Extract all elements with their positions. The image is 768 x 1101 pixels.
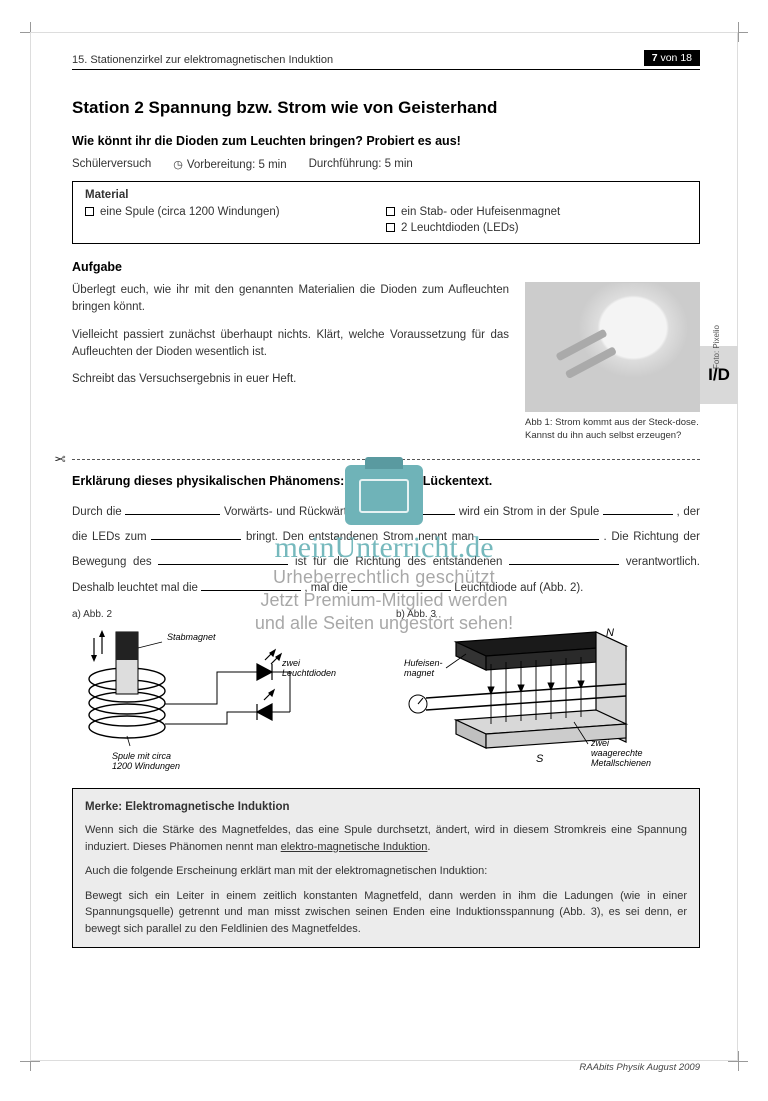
task-text: Überlegt euch, wie ihr mit den genannten… xyxy=(72,282,509,398)
figure-1: Foto: Pixelio Abb 1: Strom kommt aus der… xyxy=(525,282,700,443)
fig-a-caption: a) Abb. 2 xyxy=(72,609,376,620)
gap-w: Vorwärts- und Rückwärts- xyxy=(224,506,357,518)
label-stabmagnet: Stabmagnet xyxy=(167,632,216,642)
photo-caption: Abb 1: Strom kommt aus der Steck-dose. K… xyxy=(525,417,700,443)
exec-time: Durchführung: 5 min xyxy=(309,158,413,171)
blank xyxy=(479,528,599,540)
merke-p3: Bewegt sich ein Leiter in einem zeitlich… xyxy=(85,888,687,938)
gap-w: Spule xyxy=(570,506,599,518)
material-item: eine Spule (circa 1200 Windungen) xyxy=(100,206,280,218)
merke-underline: elektro-magnetische Induktion xyxy=(281,841,428,853)
page-content: 15. Stationenzirkel zur elektromagnetisc… xyxy=(72,50,700,1041)
blank xyxy=(509,553,619,565)
figure-2: a) Abb. 2 xyxy=(72,609,376,774)
gap-text: Durch die Vorwärts- und Rückwärts- wird … xyxy=(72,500,700,601)
task-p1: Überlegt euch, wie ihr mit den genannten… xyxy=(72,282,509,317)
material-heading: Material xyxy=(85,189,687,201)
gap-w: mal die xyxy=(161,582,198,594)
merke-p1: Wenn sich die Stärke des Magnetfeldes, d… xyxy=(85,822,687,855)
checkbox-icon xyxy=(386,207,395,216)
task-block: Überlegt euch, wie ihr mit den genannten… xyxy=(72,282,700,443)
task-p3: Schreibt das Versuchsergebnis in euer He… xyxy=(72,371,509,388)
timing-row: Schülerversuch Vorbereitung: 5 min Durch… xyxy=(72,158,700,171)
gap-w: Leuchtdiode auf (Abb. 2). xyxy=(454,582,583,594)
merke-box: Merke: Elektromagnetische Induktion Wenn… xyxy=(72,788,700,948)
gap-w: wird ein Strom in der xyxy=(459,506,566,518)
gap-w: man xyxy=(452,531,474,543)
photo-credit: Foto: Pixelio xyxy=(712,325,721,369)
cut-line xyxy=(72,459,700,460)
gap-w: Durch die xyxy=(72,506,122,518)
label-led: zweiLeuchtdioden xyxy=(281,658,336,678)
page-number-chip: 7 von 18 xyxy=(644,50,700,66)
station-title: Station 2 Spannung bzw. Strom wie von Ge… xyxy=(72,98,700,118)
material-item: 2 Leuchtdioden (LEDs) xyxy=(401,222,519,234)
figure-3: b) Abb. 3 xyxy=(396,609,700,774)
page-of: von 18 xyxy=(660,52,692,64)
figures-row: a) Abb. 2 xyxy=(72,609,700,774)
svg-text:zweiwaagerechteMetallschienen: zweiwaagerechteMetallschienen xyxy=(590,738,651,768)
blank xyxy=(125,503,220,515)
merke-heading: Merke: Elektromagnetische Induktion xyxy=(85,799,687,816)
blank xyxy=(351,579,451,591)
fig-b-caption: b) Abb. 3 xyxy=(396,609,700,620)
footer-source: RAAbits Physik August 2009 xyxy=(579,1062,700,1073)
material-item: ein Stab- oder Hufeisenmagnet xyxy=(401,206,560,218)
coil-diagram: Stabmagnet zweiLeuchtdioden Spule mit ci… xyxy=(72,624,342,774)
chapter-label: 15. Stationenzirkel zur elektromagnetisc… xyxy=(72,54,333,66)
label-spule: Spule mit circa1200 Windungen xyxy=(112,751,180,771)
gap-w: ist für die Richtung des entstandenen xyxy=(295,556,502,568)
blank xyxy=(151,528,241,540)
prep-time: Vorbereitung: 5 min xyxy=(173,158,286,171)
task-p2: Vielleicht passiert zunächst überhaupt n… xyxy=(72,327,509,362)
blank xyxy=(360,503,455,515)
label-n: N xyxy=(606,627,614,639)
experiment-type: Schülerversuch xyxy=(72,158,151,171)
subtitle: Wie könnt ihr die Dioden zum Leuchten br… xyxy=(72,134,700,148)
page-num: 7 xyxy=(652,52,658,64)
checkbox-icon xyxy=(386,223,395,232)
blank xyxy=(603,503,673,515)
socket-photo xyxy=(525,282,700,412)
merke-p2: Auch die folgende Erscheinung erklärt ma… xyxy=(85,863,687,880)
blank xyxy=(201,579,301,591)
label-s: S xyxy=(536,753,544,765)
gap-w: bringt. Den entstandenen Strom nennt xyxy=(246,531,447,543)
gap-w: , mal die xyxy=(304,582,347,594)
horseshoe-diagram: N S Hufeisen-magnet zweiwaagerechteMetal… xyxy=(396,624,666,774)
material-box: Material eine Spule (circa 1200 Windunge… xyxy=(72,181,700,244)
aufgabe-heading: Aufgabe xyxy=(72,260,700,274)
checkbox-icon xyxy=(85,207,94,216)
svg-text:Hufeisen-magnet: Hufeisen-magnet xyxy=(404,658,443,678)
gap-intro: Erklärung dieses physikalischen Phänomen… xyxy=(72,474,700,488)
running-head: 15. Stationenzirkel zur elektromagnetisc… xyxy=(72,50,700,70)
blank xyxy=(158,553,288,565)
